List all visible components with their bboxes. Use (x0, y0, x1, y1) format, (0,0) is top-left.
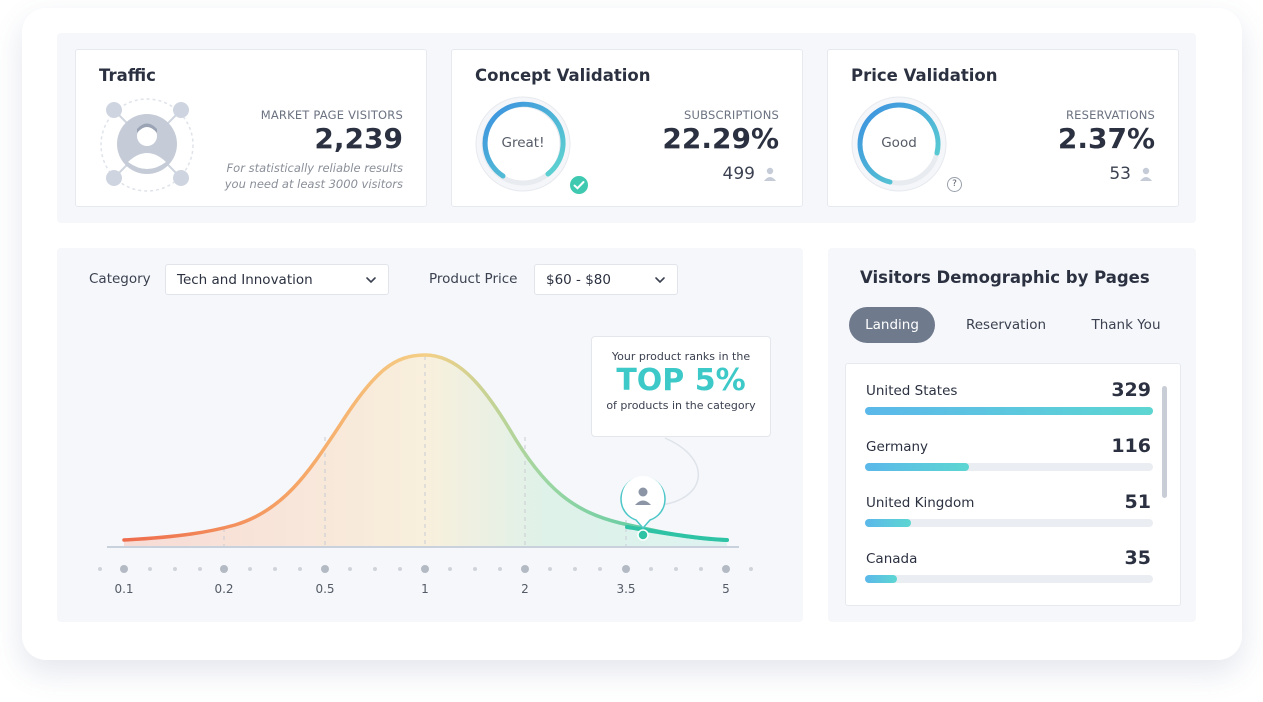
product-marker (620, 476, 666, 541)
tab-landing[interactable]: Landing (849, 307, 935, 343)
category-label: Category (89, 271, 151, 287)
concept-gauge-label: Great! (501, 135, 545, 151)
chevron-down-icon (655, 277, 665, 284)
price-title: Price Validation (851, 66, 998, 85)
distribution-curve (122, 353, 729, 542)
country-name: United States (866, 383, 958, 399)
axis-dots (98, 567, 753, 571)
price-gauge-label: Good (881, 135, 917, 151)
scrollbar[interactable] (1162, 386, 1167, 498)
price-select-value: $60 - $80 (546, 272, 611, 288)
user-icon (764, 167, 776, 181)
market-visitors-value: 2,239 (314, 122, 403, 155)
concept-validation-card: Concept Validation Great! SUBSCRIPTIONS … (451, 49, 803, 207)
subscriptions-label: SUBSCRIPTIONS (683, 108, 779, 122)
x-tick-label: 0.1 (114, 582, 134, 596)
rank-line2: of products in the category (606, 399, 756, 412)
traffic-title: Traffic (99, 66, 156, 85)
x-tick-label: 0.2 (214, 582, 234, 596)
axis-major-dots (120, 565, 730, 573)
country-bar-fill (865, 575, 897, 583)
country-bar (865, 463, 1153, 471)
reservations-label: RESERVATIONS (1065, 108, 1155, 122)
category-select-value: Tech and Innovation (177, 272, 313, 288)
x-tick-label: 5 (722, 582, 730, 596)
x-tick-label: 0.5 (315, 582, 335, 596)
category-select[interactable]: Tech and Innovation (165, 264, 389, 295)
price-validation-card: Price Validation Good ? RESERVATIONS 2.3… (827, 49, 1179, 207)
reservations-value: 2.37% (1057, 122, 1155, 155)
traffic-hint-line2: you need at least 3000 visitors (224, 177, 403, 191)
price-gauge (851, 96, 947, 192)
market-visitors-label: MARKET PAGE VISITORS (260, 108, 403, 122)
country-value: 51 (1124, 491, 1151, 513)
subscriptions-value: 22.29% (662, 122, 779, 155)
rank-line1: Your product ranks in the (611, 350, 751, 363)
subscriptions-count: 499 (722, 164, 755, 184)
price-select[interactable]: $60 - $80 (534, 264, 678, 295)
callout-connector (659, 437, 699, 506)
highlight-segment (625, 525, 729, 542)
price-label: Product Price (429, 271, 518, 287)
country-name: Canada (866, 551, 918, 567)
curve-area (124, 355, 727, 547)
rank-callout: Your product ranks in the TOP 5% of prod… (591, 336, 771, 437)
country-bar-fill (865, 519, 912, 527)
chevron-down-icon (366, 277, 376, 284)
demographic-title: Visitors Demographic by Pages (860, 268, 1150, 287)
x-tick-label: 1 (421, 582, 429, 596)
concept-title: Concept Validation (475, 66, 651, 85)
country-name: United Kingdom (866, 495, 975, 511)
x-tick-label: 3.5 (616, 582, 636, 596)
country-value: 116 (1111, 435, 1151, 457)
traffic-hint-line1: For statistically reliable results (226, 161, 403, 175)
country-name: Germany (866, 439, 929, 455)
country-bar (865, 575, 1153, 583)
country-value: 35 (1124, 547, 1151, 569)
demographic-list: United States 329 Germany 116 United Kin… (845, 363, 1181, 606)
traffic-card: Traffic MARKET PAGE VISITORS 2,239 For s… (75, 49, 427, 207)
tab-reservation[interactable]: Reservation (965, 317, 1047, 333)
x-tick-label: 2 (521, 582, 529, 596)
country-bar (865, 519, 1153, 527)
country-bar-fill (865, 407, 1153, 415)
rank-headline: TOP 5% (616, 363, 746, 398)
concept-gauge (475, 96, 571, 192)
help-icon[interactable]: ? (947, 177, 962, 192)
user-icon (1140, 167, 1152, 181)
reservations-count: 53 (1109, 164, 1131, 184)
country-value: 329 (1111, 379, 1151, 401)
country-bar (865, 407, 1153, 415)
user-network-icon (100, 98, 194, 192)
country-bar-fill (865, 463, 969, 471)
tab-thank-you[interactable]: Thank You (1091, 317, 1161, 333)
check-badge-icon (568, 174, 590, 196)
